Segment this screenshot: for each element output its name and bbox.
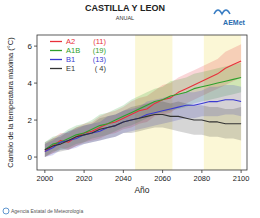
subtitle: ANUAL xyxy=(116,15,134,21)
legend-swatch xyxy=(50,59,62,60)
y-tick-label: 0 xyxy=(28,153,33,162)
legend-count: (19) xyxy=(93,46,107,55)
x-tick xyxy=(162,170,163,173)
y-tick-label: 2 xyxy=(28,116,33,125)
legend-count: ( 4) xyxy=(95,64,107,73)
legend-label: A2 xyxy=(66,37,75,46)
legend-swatch xyxy=(50,41,62,42)
x-tick xyxy=(201,170,202,173)
x-tick-label: 2040 xyxy=(115,174,132,183)
logo-text: AEMet xyxy=(223,19,245,26)
y-tick xyxy=(34,83,37,84)
legend-label: B1 xyxy=(66,55,75,64)
band xyxy=(45,44,241,157)
y-tick xyxy=(34,46,37,47)
series-line xyxy=(45,115,241,150)
plot-background xyxy=(37,35,247,170)
legend-count: (11) xyxy=(93,37,106,46)
plot-area xyxy=(37,35,247,170)
logo-shape xyxy=(214,10,230,14)
x-tick-label: 2060 xyxy=(154,174,171,183)
legend-count: (13) xyxy=(93,55,107,64)
x-tick xyxy=(241,170,242,173)
y-axis-label: Cambio de la temperatura máxima (°C) xyxy=(6,37,15,168)
legend-swatch xyxy=(50,50,62,51)
title: CASTILLA Y LEON xyxy=(85,3,165,13)
x-tick-label: 2080 xyxy=(194,174,211,183)
x-tick-label: 2100 xyxy=(233,174,250,183)
plot-frame xyxy=(37,35,247,170)
y-tick xyxy=(34,120,37,121)
legend-swatch xyxy=(50,68,62,69)
series-line xyxy=(45,61,241,152)
y-tick-label: 6 xyxy=(28,42,33,51)
legend-label: E1 xyxy=(66,64,75,73)
legend-label: A1B xyxy=(66,46,80,55)
series-line xyxy=(45,100,241,152)
y-tick xyxy=(34,157,37,158)
x-tick-label: 2020 xyxy=(76,174,93,183)
chart: CASTILLA Y LEON ANUAL AEMet 0 2 4 6 2000 2020 204… xyxy=(0,0,260,218)
x-tick-label: 2000 xyxy=(37,174,54,183)
footer-logo xyxy=(3,208,9,214)
x-axis-label: Año xyxy=(134,185,149,195)
x-tick xyxy=(44,170,45,173)
footer: Agencia Estatal de Meteorología xyxy=(11,208,83,214)
y-tick-label: 4 xyxy=(28,79,33,88)
x-tick xyxy=(123,170,124,173)
x-tick xyxy=(84,170,85,173)
band xyxy=(45,85,241,157)
